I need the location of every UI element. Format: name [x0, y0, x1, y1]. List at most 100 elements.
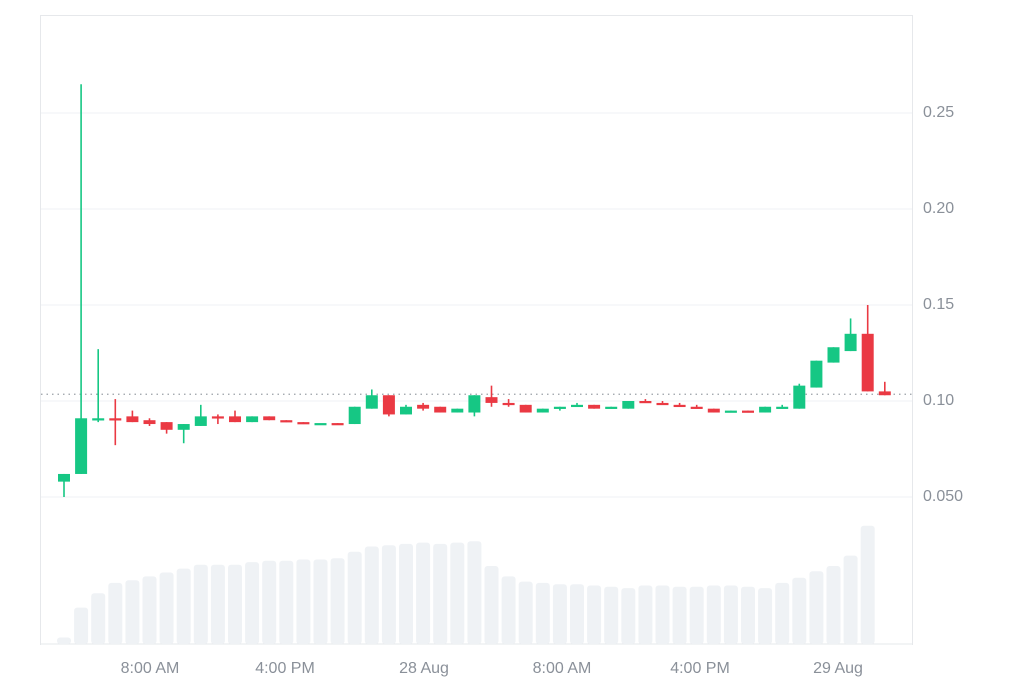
candle-down — [160, 422, 173, 430]
candle-up — [348, 406, 361, 425]
candle-up — [314, 423, 327, 426]
x-tick-label: 4:00 PM — [255, 660, 315, 677]
volume-bar — [91, 593, 106, 644]
chart-frame — [40, 15, 913, 645]
x-tick-label: 8:00 AM — [120, 660, 180, 677]
volume-bar — [313, 559, 328, 644]
candle-down — [742, 410, 754, 413]
volume-bar — [416, 542, 431, 644]
candle-up — [468, 395, 481, 413]
candle-up — [400, 406, 412, 415]
volume-bar — [706, 585, 721, 644]
candle-down — [519, 404, 532, 413]
y-tick-label: 0.20 — [923, 200, 955, 217]
volume-bar — [860, 525, 875, 644]
candle-up — [759, 406, 772, 413]
candle-down — [109, 418, 122, 421]
candle-down — [656, 402, 669, 406]
volume-bar — [689, 586, 704, 644]
candle-up — [827, 347, 840, 363]
candle-down — [502, 402, 515, 406]
candle-down — [861, 333, 874, 392]
candle-down — [229, 416, 241, 423]
volume-bar — [159, 572, 174, 644]
volume-bar — [108, 582, 123, 644]
candle-up — [793, 385, 806, 409]
candle-up — [810, 360, 823, 388]
candle-up — [177, 424, 190, 430]
candle-down — [673, 404, 686, 408]
volume-bar — [518, 581, 533, 644]
y-tick-label: 0.10 — [923, 392, 955, 409]
volume-bar — [450, 542, 465, 644]
volume-bar — [210, 564, 225, 644]
volume-bar — [587, 585, 602, 644]
volume-bar — [758, 588, 773, 644]
x-tick-label: 8:00 AM — [532, 660, 592, 677]
volume-bar — [433, 543, 448, 644]
volume-bar — [826, 566, 841, 644]
candle-up — [365, 395, 378, 409]
candle-down — [417, 404, 430, 409]
candle-down — [878, 391, 891, 396]
candle-up — [571, 404, 583, 408]
volume-bar — [245, 562, 260, 644]
candle-down — [280, 420, 293, 423]
candle-down — [588, 404, 601, 409]
candle-up — [553, 406, 566, 409]
volume-bar — [792, 577, 807, 644]
volume-bar — [74, 607, 89, 644]
candle-up — [844, 333, 857, 352]
candle-down — [707, 408, 720, 413]
volume-bar — [775, 582, 790, 644]
candle-down — [434, 406, 447, 413]
y-tick-label: 0.15 — [923, 296, 955, 313]
volume-bar — [296, 559, 311, 644]
candle-up — [605, 406, 618, 409]
volume-bar — [655, 585, 670, 644]
volume-bar — [125, 580, 140, 644]
candle-up — [75, 418, 88, 474]
candle-down — [331, 423, 344, 426]
volume-bar — [228, 564, 242, 644]
volume-bar — [347, 551, 362, 644]
candle-up — [724, 410, 737, 413]
x-tick-label: 29 Aug — [813, 660, 863, 677]
candle-down — [690, 406, 703, 409]
candle-up — [246, 416, 259, 423]
volume-bar — [570, 584, 584, 644]
volume-bar — [621, 588, 636, 644]
candle-down — [382, 395, 395, 415]
volume-bar — [262, 560, 277, 644]
volume-bar — [604, 586, 619, 644]
candle-up — [622, 401, 635, 409]
candle-down — [485, 397, 498, 403]
y-tick-label: 0.050 — [923, 488, 964, 505]
volume-bar — [535, 582, 550, 644]
volume-bar — [552, 584, 567, 644]
candle-up — [451, 408, 464, 413]
volume-bar — [142, 576, 157, 644]
volume-bar — [176, 568, 191, 644]
candle-up — [92, 418, 105, 421]
volume-bar — [484, 566, 499, 644]
x-tick-label: 4:00 PM — [670, 660, 730, 677]
volume-bar — [193, 564, 208, 644]
candle-down — [126, 416, 139, 423]
x-tick-label: 28 Aug — [399, 660, 449, 677]
volume-bar — [330, 558, 345, 644]
volume-bar — [672, 586, 687, 644]
candle-down — [143, 420, 156, 425]
candle-down — [211, 416, 224, 419]
volume-bar — [843, 555, 858, 644]
volume-bar — [399, 543, 413, 644]
volume-bar — [381, 545, 396, 644]
y-tick-label: 0.25 — [923, 104, 955, 121]
candle-up — [58, 473, 70, 482]
candle-up — [536, 408, 549, 413]
candle-up — [776, 406, 789, 409]
candle-up — [194, 416, 207, 426]
volume-bar — [501, 576, 516, 644]
candle-down — [263, 416, 276, 421]
